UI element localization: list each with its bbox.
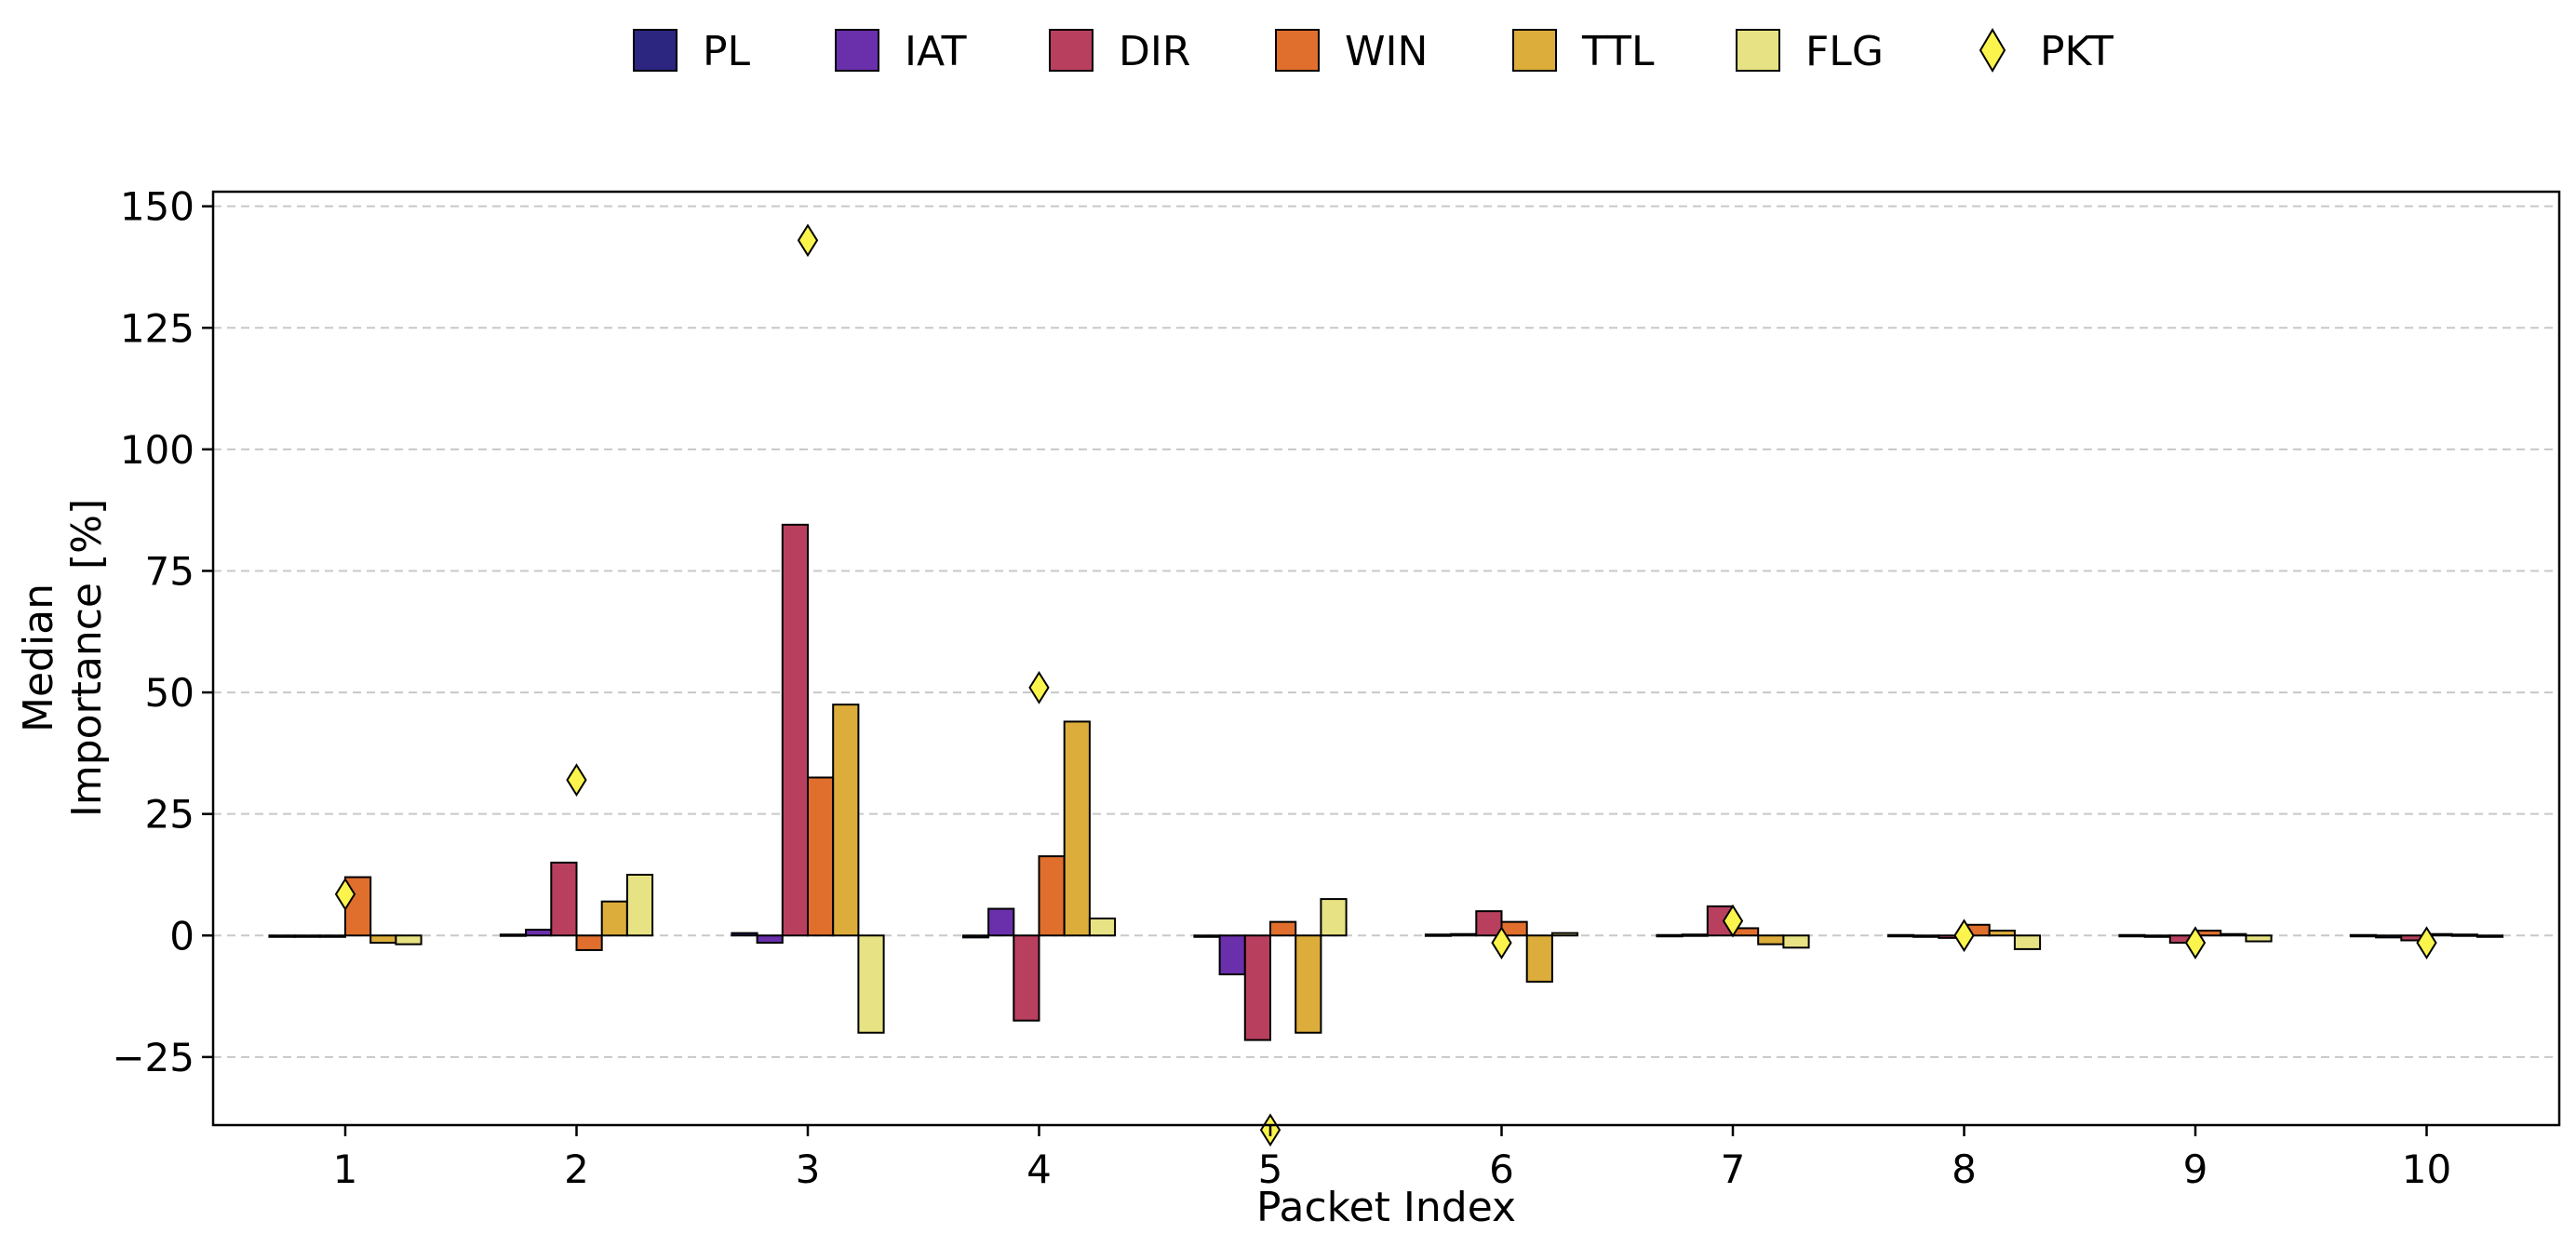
x-tick-label: 5 bbox=[1258, 1146, 1283, 1192]
x-tick-label: 9 bbox=[2183, 1146, 2208, 1192]
bar-ttl-10 bbox=[2450, 933, 2478, 937]
legend-label-win: WIN bbox=[1345, 28, 1428, 75]
plot-frame bbox=[211, 190, 2561, 1127]
y-tick-label: 0 bbox=[169, 913, 195, 959]
bar-dir-4 bbox=[1013, 934, 1040, 1022]
y-axis-label-line: Importance [%] bbox=[63, 499, 111, 817]
y-tick-label: −25 bbox=[112, 1035, 195, 1080]
marker-pkt-10 bbox=[2416, 926, 2437, 959]
marker-pkt-7 bbox=[1722, 904, 1744, 938]
bar-pl-3 bbox=[731, 932, 758, 937]
legend-swatch-pkt bbox=[1979, 28, 2006, 73]
legend-label-ttl: TTL bbox=[1581, 28, 1655, 75]
legend-label-pkt: PKT bbox=[2040, 28, 2113, 75]
bar-ttl-8 bbox=[1988, 930, 2016, 937]
bar-ttl-4 bbox=[1063, 720, 1091, 937]
bar-flg-10 bbox=[2475, 934, 2504, 938]
bar-pl-9 bbox=[2118, 933, 2146, 938]
bar-pl-8 bbox=[1886, 933, 1915, 938]
bar-win-5 bbox=[1269, 920, 1297, 937]
x-axis-label: Packet Index bbox=[1256, 1184, 1516, 1231]
bar-iat-9 bbox=[2143, 934, 2171, 938]
marker-pkt-3 bbox=[797, 223, 819, 258]
bar-ttl-6 bbox=[1525, 934, 1553, 983]
bar-win-4 bbox=[1038, 855, 1066, 937]
marker-pkt-8 bbox=[1953, 918, 1975, 953]
bar-iat-4 bbox=[987, 907, 1015, 937]
bar-iat-5 bbox=[1218, 934, 1246, 976]
bar-flg-6 bbox=[1550, 932, 1579, 937]
legend-label-flg: FLG bbox=[1805, 28, 1884, 75]
bar-pl-6 bbox=[1424, 933, 1453, 937]
bar-pl-7 bbox=[1656, 933, 1684, 938]
bar-ttl-9 bbox=[2220, 932, 2247, 937]
y-tick-label: 100 bbox=[120, 427, 195, 473]
bar-flg-5 bbox=[1320, 898, 1348, 937]
legend-swatch-iat bbox=[835, 29, 879, 72]
marker-pkt-1 bbox=[334, 877, 356, 911]
bar-win-3 bbox=[807, 776, 835, 937]
bar-iat-2 bbox=[525, 928, 553, 937]
bar-iat-8 bbox=[1912, 934, 1940, 938]
x-tick-label: 6 bbox=[1489, 1146, 1514, 1192]
bar-pl-2 bbox=[499, 933, 528, 937]
bar-pl-4 bbox=[961, 934, 990, 939]
bar-dir-1 bbox=[318, 934, 346, 938]
bar-pl-5 bbox=[1193, 934, 1221, 938]
marker-pkt-9 bbox=[2184, 926, 2207, 959]
legend-swatch-pl bbox=[633, 29, 678, 72]
x-tick-label: 4 bbox=[1026, 1146, 1052, 1192]
legend-swatch-flg bbox=[1736, 29, 1780, 72]
x-tick-label: 3 bbox=[796, 1146, 821, 1192]
bar-iat-3 bbox=[756, 934, 784, 945]
x-tick-label: 2 bbox=[564, 1146, 589, 1192]
bar-flg-3 bbox=[857, 934, 885, 1034]
bar-win-2 bbox=[575, 934, 603, 951]
bar-iat-6 bbox=[1450, 932, 1478, 937]
bar-ttl-3 bbox=[832, 704, 860, 937]
legend-label-pl: PL bbox=[703, 28, 751, 75]
bar-dir-6 bbox=[1475, 910, 1503, 937]
legend-swatch-ttl bbox=[1512, 29, 1557, 72]
legend-swatch-dir bbox=[1049, 29, 1093, 72]
bar-ttl-2 bbox=[600, 900, 628, 937]
bar-dir-5 bbox=[1243, 934, 1272, 1041]
bar-flg-4 bbox=[1088, 917, 1117, 937]
marker-pkt-4 bbox=[1028, 670, 1050, 704]
bar-dir-2 bbox=[550, 861, 578, 937]
legend-swatch-win bbox=[1275, 29, 1320, 72]
bar-iat-7 bbox=[1681, 933, 1709, 937]
y-tick-label: 25 bbox=[145, 792, 195, 838]
x-tick-label: 1 bbox=[333, 1146, 358, 1192]
legend-label-dir: DIR bbox=[1119, 28, 1190, 75]
y-tick-label: 125 bbox=[120, 305, 195, 351]
bar-flg-7 bbox=[1782, 934, 1810, 949]
bar-flg-8 bbox=[2013, 934, 2042, 950]
x-tick-label: 7 bbox=[1721, 1146, 1746, 1192]
x-tick-label: 10 bbox=[2402, 1146, 2451, 1192]
bar-dir-3 bbox=[781, 523, 809, 937]
bar-flg-1 bbox=[395, 934, 423, 945]
bar-pl-10 bbox=[2349, 933, 2378, 938]
y-tick-label: 50 bbox=[145, 670, 195, 716]
bar-ttl-1 bbox=[369, 934, 397, 945]
bar-ttl-5 bbox=[1295, 934, 1322, 1034]
bar-iat-10 bbox=[2375, 934, 2403, 939]
bar-flg-2 bbox=[625, 873, 654, 937]
x-tick-label: 8 bbox=[1952, 1146, 1977, 1192]
marker-pkt-2 bbox=[566, 763, 587, 797]
y-axis-label-line: Median bbox=[15, 583, 62, 732]
legend-label-iat: IAT bbox=[905, 28, 967, 75]
bar-flg-9 bbox=[2245, 934, 2273, 943]
y-tick-label: 150 bbox=[120, 184, 195, 230]
bar-iat-1 bbox=[293, 934, 321, 938]
y-tick-label: 75 bbox=[145, 548, 195, 594]
bar-pl-1 bbox=[268, 934, 296, 938]
y-axis-label: MedianImportance [%] bbox=[15, 499, 111, 817]
marker-pkt-6 bbox=[1491, 926, 1512, 959]
bar-ttl-7 bbox=[1757, 934, 1785, 945]
